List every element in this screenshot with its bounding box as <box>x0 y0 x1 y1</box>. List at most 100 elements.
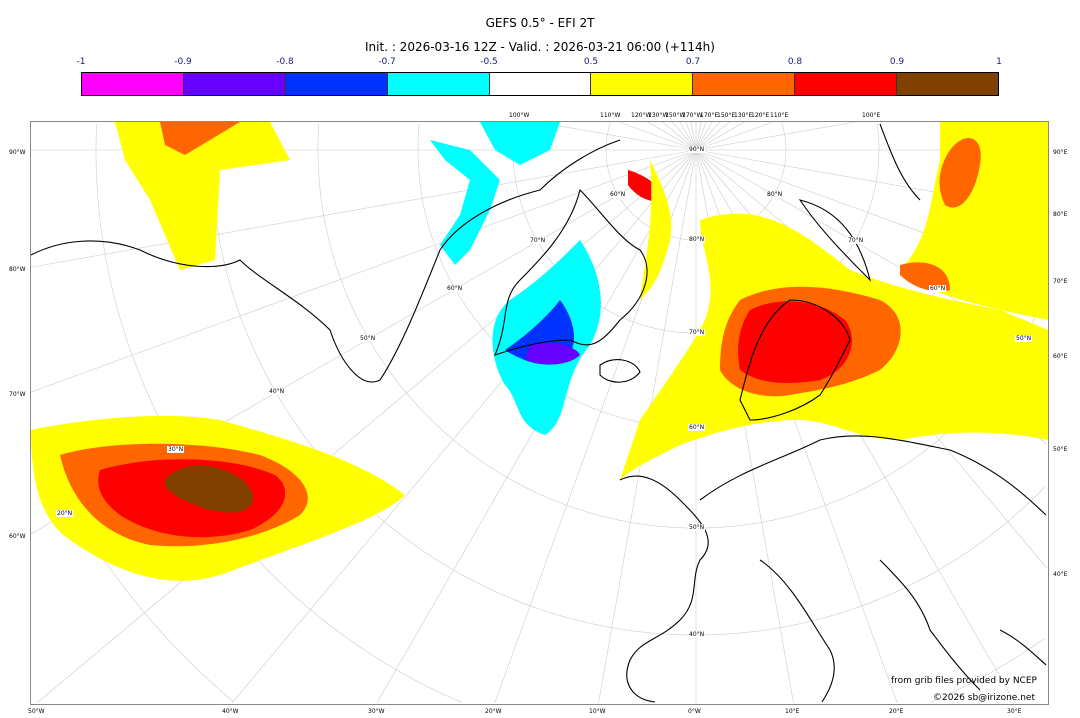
top-axis-label: 150°W <box>665 112 686 119</box>
meridian-line <box>685 122 697 151</box>
top-axis-label: 110°E <box>770 112 789 119</box>
meridian-line <box>690 122 697 151</box>
top-axis-label: 130°E <box>734 112 753 119</box>
latitude-label: 70°N <box>847 237 865 244</box>
colorbar-swatch <box>285 73 388 95</box>
efi-region-cyan <box>480 122 560 165</box>
latitude-label: 80°N <box>688 236 706 243</box>
bottom-axis-label: 50°W <box>28 708 45 715</box>
bottom-axis-label: 10°W <box>589 708 606 715</box>
top-axis-label: 150°E <box>717 112 736 119</box>
colorbar-tick-label: 0.8 <box>787 57 803 67</box>
colorbar-tick-label: 0.7 <box>685 57 701 67</box>
bottom-axis-label: 30°E <box>1007 708 1022 715</box>
map-title: GEFS 0.5° - EFI 2T <box>485 16 595 30</box>
meridian-line <box>618 122 697 151</box>
colorbar-tick-label: -0.5 <box>480 57 498 67</box>
top-axis-label: 100°W <box>509 112 530 119</box>
latitude-label: 50°N <box>359 335 377 342</box>
right-axis-label: 70°E <box>1053 278 1068 285</box>
efi-fields <box>31 122 1048 581</box>
efi-region-yellow <box>640 160 672 300</box>
right-axis-label: 80°E <box>1053 211 1068 218</box>
latitude-label: 60°N <box>446 285 464 292</box>
map-panel <box>30 121 1049 705</box>
top-axis-label: 120°E <box>751 112 770 119</box>
efi-region-red <box>738 301 852 383</box>
meridian-line <box>695 122 745 151</box>
colorbar-swatch <box>591 73 694 95</box>
colorbar-swatch <box>795 73 898 95</box>
meridian-line <box>662 122 697 151</box>
right-axis-label: 90°E <box>1053 149 1068 156</box>
top-axis-label: 170°W <box>682 112 703 119</box>
efi-region-orange <box>900 262 950 292</box>
map-canvas <box>31 122 1048 704</box>
colorbar <box>81 72 999 96</box>
colorbar-tick-label: 1 <box>996 57 1002 67</box>
colorbar-tick-label: -0.9 <box>174 57 192 67</box>
top-axis-label: 170°E <box>700 112 719 119</box>
meridian-line <box>647 122 697 151</box>
latitude-label: 90°N <box>688 146 706 153</box>
coastlines <box>31 123 1047 703</box>
bottom-axis-label: 30°W <box>368 708 385 715</box>
meridian-line <box>695 122 707 151</box>
latitude-label: 60°N <box>929 285 947 292</box>
meridian-line <box>231 149 697 704</box>
colorbar-swatch <box>183 73 286 95</box>
latitude-label: 40°N <box>688 631 706 638</box>
left-axis-label: 80°W <box>9 266 26 273</box>
top-axis-label: 120°W <box>631 112 652 119</box>
bottom-axis-label: 20°E <box>889 708 904 715</box>
left-axis-label: 70°W <box>9 391 26 398</box>
efi-region-cyan <box>430 140 500 265</box>
latitude-circle <box>417 123 696 429</box>
latitude-circle <box>930 638 1045 703</box>
latitude-label: 80°N <box>766 191 784 198</box>
source-credit: from grib files provided by NCEP <box>891 676 1037 686</box>
latitude-circle <box>317 123 696 529</box>
meridian-line <box>31 149 697 268</box>
efi-region-violet <box>525 343 580 365</box>
meridian-line <box>695 122 702 151</box>
latitude-label: 40°N <box>268 388 286 395</box>
colorbar-swatch <box>693 73 796 95</box>
meridian-line <box>672 122 697 151</box>
meridian-line <box>695 122 855 151</box>
latitude-circle <box>95 123 462 703</box>
latitude-label: 30°N <box>167 446 185 453</box>
efi-region-brown <box>164 465 254 513</box>
efi-region-yellow <box>115 122 290 270</box>
left-axis-label: 60°W <box>9 533 26 540</box>
colorbar-tick-label: -1 <box>76 57 86 67</box>
latitude-circle <box>696 486 1046 636</box>
meridian-line <box>31 149 697 393</box>
left-axis-label: 90°W <box>9 149 26 156</box>
right-axis-label: 60°E <box>1053 353 1068 360</box>
efi-region-orange <box>160 122 240 155</box>
colorbar-swatch <box>82 73 184 95</box>
top-axis-label: 110°W <box>600 112 621 119</box>
colorbar-swatch <box>489 73 592 95</box>
bottom-axis-label: 20°W <box>485 708 502 715</box>
right-axis-label: 50°E <box>1053 446 1068 453</box>
colorbar-tick-label: -0.7 <box>378 57 396 67</box>
latitude-label: 50°N <box>1015 335 1033 342</box>
latitude-label: 20°N <box>56 510 74 517</box>
top-axis-label: 130°W <box>648 112 669 119</box>
bottom-axis-label: 10°E <box>785 708 800 715</box>
bottom-axis-label: 0°W <box>688 708 701 715</box>
latitude-circle <box>210 124 696 636</box>
meridian-line <box>537 122 697 151</box>
top-axis-label: 100°E <box>862 112 881 119</box>
copyright-credit: ©2026 sb@irizone.net <box>933 693 1035 703</box>
meridian-line <box>695 122 713 151</box>
meridian-line <box>695 122 774 151</box>
colorbar-tick-label: -0.8 <box>276 57 294 67</box>
right-axis-label: 40°E <box>1053 571 1068 578</box>
latitude-label: 50°N <box>688 524 706 531</box>
colorbar-swatch <box>897 73 999 95</box>
latitude-label: 60°N <box>688 424 706 431</box>
colorbar-tick-label: 0.9 <box>889 57 905 67</box>
